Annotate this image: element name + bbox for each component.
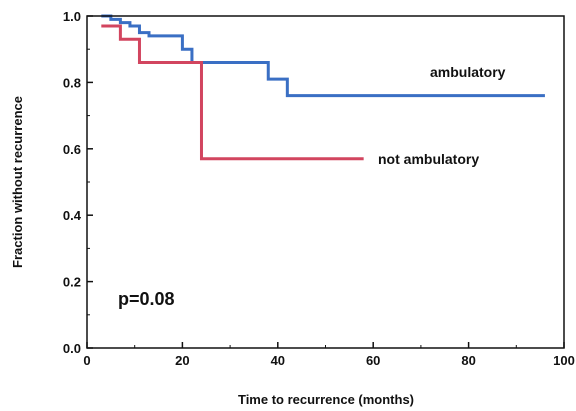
x-tick-label: 40 bbox=[271, 353, 285, 368]
x-tick-label: 0 bbox=[83, 353, 90, 368]
y-tick-label: 0.4 bbox=[63, 208, 82, 223]
plot-layer bbox=[101, 14, 545, 161]
series-label-ambulatory: ambulatory bbox=[430, 64, 506, 80]
ticks-layer: 0 20 40 60 80 100 0.0 0.2 0.4 0.6 0.8 1.0 bbox=[63, 9, 575, 368]
x-axis-title: Time to recurrence (months) bbox=[238, 392, 414, 407]
y-tick-label: 0.0 bbox=[63, 341, 81, 356]
y-tick-label: 0.6 bbox=[63, 142, 81, 157]
x-tick-label: 20 bbox=[175, 353, 189, 368]
y-tick-label: 1.0 bbox=[63, 9, 81, 24]
y-axis-title: Fraction without recurrence bbox=[10, 96, 25, 268]
series-label-not-ambulatory: not ambulatory bbox=[378, 151, 479, 167]
p-value-annotation: p=0.08 bbox=[118, 289, 175, 309]
x-tick-label: 80 bbox=[461, 353, 475, 368]
series-line-not-ambulatory bbox=[101, 24, 364, 161]
x-tick-label: 100 bbox=[553, 353, 575, 368]
y-tick-label: 0.2 bbox=[63, 275, 81, 290]
series-line-ambulatory bbox=[101, 14, 545, 98]
y-tick-label: 0.8 bbox=[63, 75, 81, 90]
x-tick-label: 60 bbox=[366, 353, 380, 368]
